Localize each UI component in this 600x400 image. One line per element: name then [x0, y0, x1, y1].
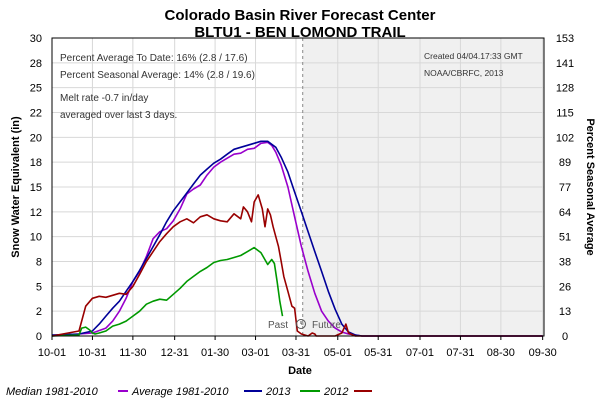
chart-title: Colorado Basin River Forecast Center [165, 7, 436, 24]
legend-2013-label: 2013 [265, 386, 291, 398]
series-line-2013-2 [51, 140, 543, 337]
x-tick-label: 12-31 [161, 347, 189, 359]
info-created: Created 04/04.17:33 GMT [424, 51, 523, 61]
x-tick-label: 11-30 [119, 347, 146, 359]
y2-tick-label: 115 [556, 108, 574, 120]
y2-tick-label: 13 [559, 306, 571, 318]
past-label: Past [268, 320, 288, 331]
x-tick-label: 05-31 [364, 347, 392, 359]
legend: Median 1981-2010 Average 1981-2010 2013 … [6, 386, 372, 398]
y-axis-label: Snow Water Equivalent (in) [10, 116, 22, 258]
x-tick-label: 03-31 [282, 347, 310, 359]
y2-tick-label: 0 [562, 331, 568, 343]
legend-average-label: Average 1981-2010 [131, 386, 229, 398]
y2-tick-label: 153 [556, 33, 574, 45]
future-label: Future [312, 320, 341, 331]
y-tick-label: 25 [30, 83, 42, 95]
y-tick-label: 10 [30, 232, 42, 244]
info-melt-rate-note: averaged over last 3 days. [60, 110, 177, 121]
plot-border [51, 37, 545, 337]
y2-tick-label: 102 [556, 132, 574, 144]
y-tick-label: 8 [36, 257, 42, 269]
info-pct-seasonal-avg: Percent Seasonal Average: 14% (2.8 / 19.… [60, 70, 255, 81]
y-tick-label: 12 [30, 207, 42, 219]
y-axis-right-ticks: 0 13 26 38 51 64 77 89 102 115 128 141 153 [556, 33, 574, 343]
y-tick-label: 5 [36, 281, 42, 293]
y-tick-label: 18 [30, 157, 42, 169]
y2-tick-label: 77 [559, 182, 571, 194]
x-axis-ticks: 10-01 10-31 11-30 12-31 01-30 03-01 03-31 05-01… [38, 336, 557, 359]
y2-tick-label: 38 [559, 257, 571, 269]
chart-subtitle: BLTU1 - BEN LOMOND TRAIL [194, 24, 405, 41]
info-melt-rate: Melt rate -0.7 in/day [60, 93, 148, 104]
info-source: NOAA/CBRFC, 2013 [424, 68, 504, 78]
x-tick-label: 05-01 [324, 347, 352, 359]
legend-median-label: Median 1981-2010 [6, 386, 99, 398]
x-tick-label: 07-31 [446, 347, 474, 359]
y2-tick-label: 128 [556, 83, 574, 95]
legend-2012-label: 2012 [323, 386, 348, 398]
x-axis-label: Date [288, 365, 312, 377]
clock-icon [296, 319, 306, 329]
y2-tick-label: 26 [559, 281, 571, 293]
x-tick-label: 09-30 [529, 347, 557, 359]
x-tick-label: 10-31 [78, 347, 106, 359]
x-tick-label: 10-01 [38, 347, 66, 359]
y2-tick-label: 51 [559, 232, 571, 244]
y-tick-label: 2 [36, 306, 42, 318]
y2-tick-label: 89 [559, 157, 571, 169]
y2-tick-label: 141 [556, 58, 574, 70]
gridlines [51, 37, 544, 337]
x-tick-label: 03-01 [241, 347, 269, 359]
y-tick-label: 0 [36, 331, 42, 343]
y-tick-label: 22 [30, 108, 42, 120]
y2-axis-label: Percent Seasonal Average [584, 118, 596, 255]
y-tick-label: 20 [30, 132, 42, 144]
x-tick-label: 08-30 [487, 347, 515, 359]
x-tick-label: 07-01 [406, 347, 434, 359]
x-tick-label: 01-30 [201, 347, 229, 359]
y-tick-label: 28 [30, 58, 42, 70]
series-line-2012-3 [51, 246, 284, 337]
y2-tick-label: 64 [559, 207, 571, 219]
info-pct-avg-to-date: Percent Average To Date: 16% (2.8 / 17.6… [60, 53, 248, 64]
y-tick-label: 30 [30, 33, 42, 45]
y-tick-label: 15 [30, 182, 42, 194]
